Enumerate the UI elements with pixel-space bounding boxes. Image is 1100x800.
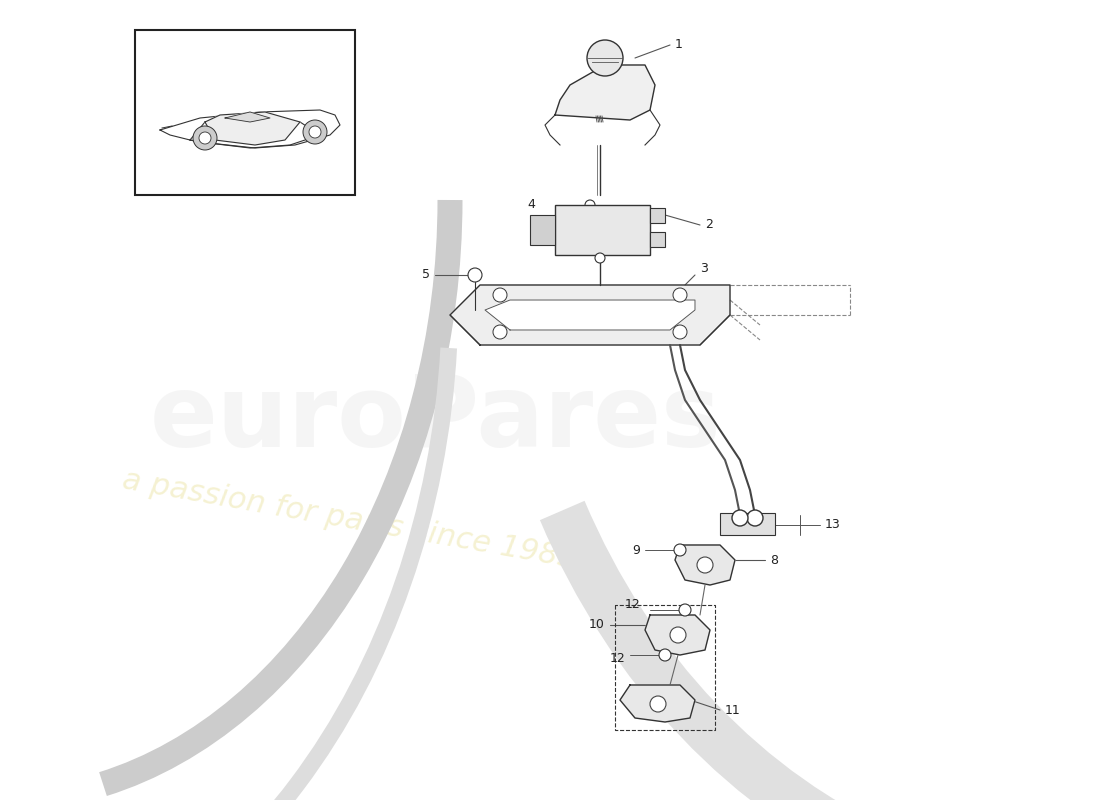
Text: euroPares: euroPares	[150, 371, 722, 469]
Text: a passion for parts since 1985: a passion for parts since 1985	[120, 466, 579, 574]
Polygon shape	[556, 65, 654, 120]
Circle shape	[302, 120, 327, 144]
Circle shape	[192, 126, 217, 150]
Polygon shape	[620, 685, 695, 722]
Bar	[530, 215, 556, 245]
Text: 5: 5	[422, 269, 430, 282]
Circle shape	[650, 696, 666, 712]
Circle shape	[747, 510, 763, 526]
Circle shape	[673, 288, 688, 302]
Text: 12: 12	[609, 651, 625, 665]
Circle shape	[493, 325, 507, 339]
Bar	[720, 513, 775, 535]
Text: 11: 11	[725, 703, 740, 717]
Bar	[135, 30, 355, 195]
Text: 3: 3	[700, 262, 708, 275]
Text: 13: 13	[825, 518, 840, 531]
Polygon shape	[675, 545, 735, 585]
FancyBboxPatch shape	[650, 208, 666, 223]
FancyBboxPatch shape	[556, 205, 650, 255]
Circle shape	[670, 627, 686, 643]
Circle shape	[199, 132, 211, 144]
Circle shape	[659, 649, 671, 661]
Polygon shape	[205, 112, 300, 145]
Circle shape	[697, 557, 713, 573]
Text: 8: 8	[770, 554, 778, 566]
Circle shape	[585, 200, 595, 210]
Polygon shape	[450, 285, 730, 345]
Text: 2: 2	[705, 218, 713, 231]
FancyBboxPatch shape	[650, 232, 666, 247]
Circle shape	[595, 253, 605, 263]
Text: 1: 1	[675, 38, 683, 51]
Circle shape	[674, 544, 686, 556]
Circle shape	[493, 288, 507, 302]
Circle shape	[309, 126, 321, 138]
Polygon shape	[485, 300, 695, 330]
Polygon shape	[645, 615, 710, 655]
Circle shape	[673, 325, 688, 339]
Text: 4: 4	[527, 198, 535, 211]
Text: 9: 9	[632, 543, 640, 557]
Circle shape	[679, 604, 691, 616]
Circle shape	[468, 268, 482, 282]
Polygon shape	[226, 112, 270, 122]
Circle shape	[587, 40, 623, 76]
Text: 10: 10	[590, 618, 605, 631]
Text: 12: 12	[625, 598, 640, 611]
Circle shape	[732, 510, 748, 526]
